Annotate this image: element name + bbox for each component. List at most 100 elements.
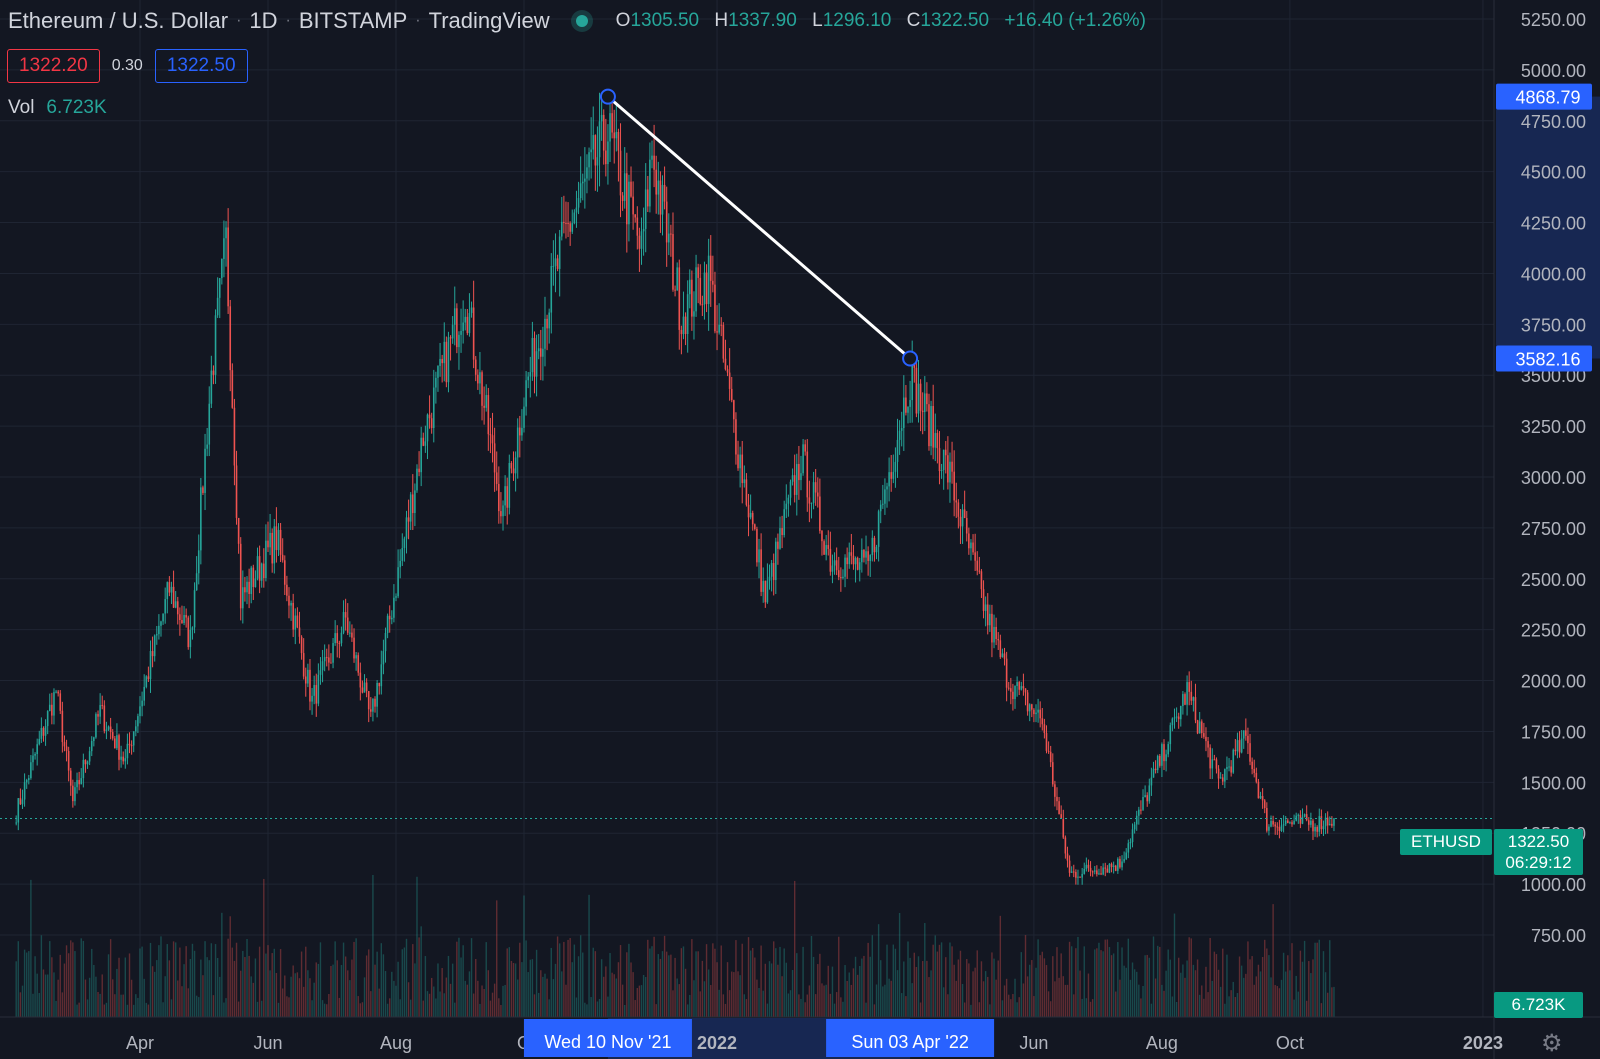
trendline-end-handle[interactable] — [902, 350, 919, 367]
candle-body — [1043, 724, 1046, 734]
volume-bar — [1251, 956, 1253, 1017]
symbol-title[interactable]: Ethereum / U.S. Dollar — [8, 8, 229, 33]
volume-bar — [590, 997, 592, 1017]
candle-body — [378, 682, 381, 687]
candle-body — [1075, 872, 1077, 878]
volume-bar — [284, 975, 286, 1017]
volume-bar — [951, 946, 953, 1017]
candle-body — [498, 483, 500, 512]
candle-body — [869, 555, 872, 561]
volume-bar — [731, 971, 733, 1017]
volume-legend[interactable]: Vol 6.723K — [8, 97, 107, 119]
candle-body — [632, 196, 634, 215]
candle-body — [477, 374, 479, 384]
price-axis[interactable]: 5250.00 5000.00 4750.00 4500.00 4250.00 4000.… — [1493, 0, 1586, 1059]
volume-bar — [921, 961, 924, 1017]
candle-body — [382, 651, 385, 665]
volume-bar — [1081, 998, 1083, 1017]
candle-body — [1228, 766, 1230, 768]
volume-bar — [447, 955, 450, 1017]
trendline-start-handle[interactable] — [599, 88, 616, 105]
candle-body — [1020, 686, 1023, 690]
volume-bar — [928, 977, 930, 1017]
interval-label[interactable]: 1D — [249, 8, 278, 33]
volume-bar — [430, 977, 433, 1017]
volume-bar — [317, 963, 320, 1017]
candle-body — [840, 577, 842, 579]
candle-body — [332, 643, 334, 663]
volume-bar — [19, 992, 22, 1017]
volume-bar — [1213, 951, 1216, 1017]
candle-body — [1217, 768, 1220, 779]
ohlc-readout: O1305.50 H1337.90 L1296.10 C1322.50 +16.… — [615, 10, 1146, 31]
candle-body — [21, 799, 24, 805]
candle-body — [242, 587, 244, 609]
volume-bar — [1175, 1001, 1178, 1017]
volume-bar — [1043, 958, 1046, 1017]
candle-body — [1333, 818, 1335, 826]
y-tick-label: 4250.00 — [1521, 214, 1586, 234]
candle-body — [852, 555, 855, 565]
volume-bar — [1091, 999, 1094, 1017]
volume-bar — [605, 966, 607, 1017]
volume-bar — [1222, 948, 1224, 1017]
candle-body — [1018, 682, 1021, 690]
volume-bar — [1125, 967, 1127, 1017]
volume-bar — [424, 956, 427, 1017]
trendline-drawing[interactable] — [599, 88, 919, 367]
volume-bar — [286, 996, 288, 1017]
candle-body — [124, 758, 127, 762]
candle-body — [162, 613, 164, 622]
gear-icon[interactable]: ⚙ — [1541, 1030, 1563, 1057]
candle-body — [273, 526, 276, 564]
candle-body — [806, 451, 809, 498]
volume-bar — [368, 949, 370, 1017]
buy-button[interactable]: 1322.50 — [154, 49, 248, 83]
candle-body — [623, 173, 626, 201]
candle-body — [993, 626, 995, 643]
volume-bar — [311, 1000, 313, 1017]
last-price-badge: 1322.50 06:29:12 — [1494, 829, 1583, 875]
volume-bar — [70, 940, 72, 1017]
trendline[interactable] — [606, 95, 912, 360]
volume-bar — [1163, 990, 1165, 1017]
volume-bar — [1045, 965, 1048, 1017]
sell-button[interactable]: 1322.20 — [7, 49, 100, 83]
candle-body — [947, 455, 949, 483]
volume-bar — [51, 957, 53, 1017]
candle-body — [1098, 873, 1100, 875]
volume-bar — [909, 957, 911, 1017]
volume-bar — [30, 879, 32, 1017]
volume-bar — [506, 948, 508, 1017]
candle-body — [569, 223, 571, 232]
candle-body — [789, 481, 792, 498]
volume-bar — [143, 978, 145, 1017]
volume-bar — [684, 968, 687, 1017]
candle-body — [521, 427, 523, 436]
candle-body — [775, 541, 777, 581]
candle-body — [122, 756, 125, 762]
volume-bar — [191, 943, 194, 1017]
volume-label: Vol — [8, 97, 35, 118]
volume-bar — [905, 996, 907, 1017]
candle-body — [1274, 824, 1277, 827]
candle-body — [697, 267, 699, 278]
volume-bar — [1310, 973, 1312, 1017]
volume-bar — [594, 951, 597, 1017]
volume-bar — [397, 961, 399, 1017]
volume-bar — [1259, 971, 1262, 1017]
volume-bar — [168, 960, 171, 1017]
candle-body — [1307, 820, 1310, 825]
volume-bar — [15, 961, 17, 1017]
candle-body — [621, 195, 624, 201]
volume-bar — [435, 998, 437, 1017]
candle-body — [1276, 826, 1279, 828]
time-axis[interactable]: AprJunAugO2022JunAugOct2023 — [0, 1016, 1600, 1053]
volume-bar — [1186, 960, 1188, 1017]
candle-body — [51, 704, 53, 716]
volume-bar — [57, 979, 59, 1017]
volume-bar — [829, 993, 832, 1017]
volume-bar — [200, 959, 202, 1017]
volume-bar — [353, 941, 355, 1017]
